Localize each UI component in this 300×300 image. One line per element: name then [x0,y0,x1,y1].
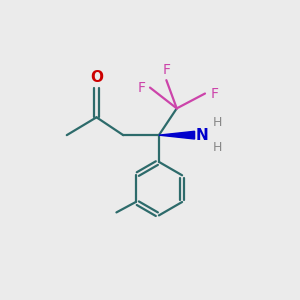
Text: F: F [211,86,219,100]
Polygon shape [159,131,195,139]
Text: O: O [90,70,103,85]
Text: F: F [162,63,170,77]
Text: H: H [213,116,222,129]
Text: N: N [196,128,209,142]
Text: F: F [137,81,146,94]
Text: H: H [213,141,222,154]
